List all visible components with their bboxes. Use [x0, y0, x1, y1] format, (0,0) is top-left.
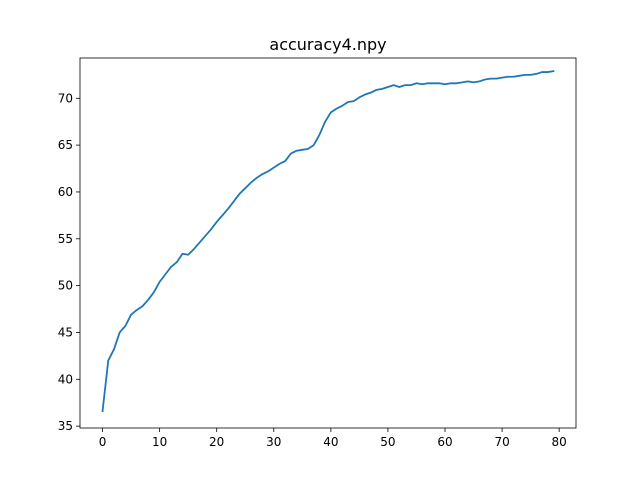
x-tick-label: 70 — [494, 435, 509, 449]
x-tick-label: 30 — [266, 435, 281, 449]
y-tick-label: 40 — [58, 372, 73, 386]
y-tick-label: 55 — [58, 232, 73, 246]
axes-frame — [79, 57, 577, 429]
y-tick-label: 60 — [58, 185, 73, 199]
y-tick-label: 65 — [58, 138, 73, 152]
chart-title: accuracy4.npy — [269, 35, 386, 54]
plot-area — [101, 70, 555, 413]
y-tick-label: 45 — [58, 325, 73, 339]
y-axis: 35 40 45 50 55 60 65 70 — [58, 91, 80, 433]
x-tick-label: 40 — [323, 435, 338, 449]
y-tick-label: 35 — [58, 419, 73, 433]
x-axis: 0 10 20 30 40 50 60 70 80 — [99, 428, 567, 449]
x-tick-label: 50 — [380, 435, 395, 449]
x-tick-label: 20 — [209, 435, 224, 449]
x-tick-label: 10 — [152, 435, 167, 449]
y-tick-label: 50 — [58, 279, 73, 293]
series-line-0 — [101, 70, 555, 413]
x-tick-label: 80 — [552, 435, 567, 449]
x-tick-label: 60 — [437, 435, 452, 449]
y-tick-label: 70 — [58, 91, 73, 105]
x-tick-label: 0 — [99, 435, 107, 449]
